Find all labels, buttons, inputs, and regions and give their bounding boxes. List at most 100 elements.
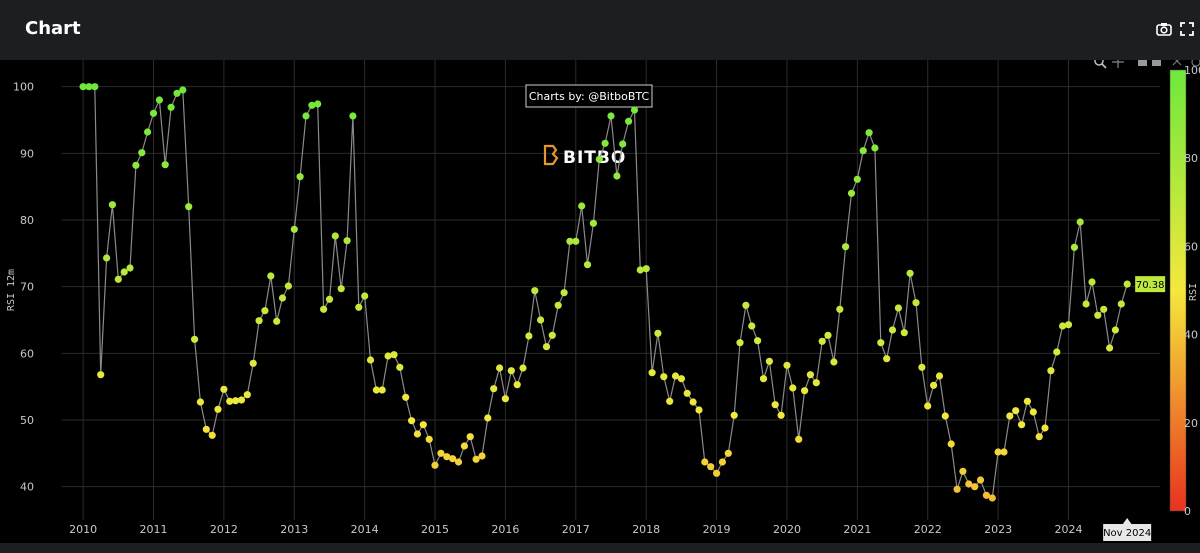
data-point[interactable] — [454, 458, 463, 466]
data-point[interactable] — [976, 476, 985, 484]
data-point[interactable] — [173, 89, 181, 97]
data-point[interactable] — [947, 440, 955, 448]
data-point[interactable] — [865, 129, 873, 137]
data-point[interactable] — [490, 385, 498, 393]
data-point[interactable] — [302, 112, 310, 120]
data-point[interactable] — [935, 372, 944, 380]
data-point[interactable] — [103, 254, 111, 262]
data-point[interactable] — [871, 144, 879, 152]
data-point[interactable] — [695, 406, 703, 414]
data-point[interactable] — [460, 442, 468, 450]
data-point[interactable] — [654, 329, 662, 337]
data-point[interactable] — [572, 237, 580, 245]
data-point[interactable] — [413, 430, 421, 438]
data-point[interactable] — [941, 412, 949, 420]
data-point[interactable] — [988, 494, 996, 502]
data-point[interactable] — [290, 225, 298, 233]
data-point[interactable] — [836, 305, 844, 313]
data-point[interactable] — [548, 331, 556, 339]
fullscreen-icon[interactable] — [1178, 20, 1196, 38]
data-point[interactable] — [185, 203, 193, 211]
data-point[interactable] — [795, 435, 803, 443]
data-point[interactable] — [888, 326, 897, 334]
data-point[interactable] — [660, 373, 668, 381]
data-point[interactable] — [924, 402, 932, 410]
data-point[interactable] — [366, 356, 375, 364]
data-point[interactable] — [472, 455, 480, 463]
data-point[interactable] — [437, 449, 445, 457]
data-point[interactable] — [208, 431, 216, 439]
data-point[interactable] — [971, 483, 979, 491]
data-point[interactable] — [671, 372, 680, 380]
data-point[interactable] — [431, 461, 439, 469]
data-point[interactable] — [408, 417, 416, 425]
data-point[interactable] — [196, 398, 204, 406]
data-point[interactable] — [818, 337, 826, 345]
data-point[interactable] — [883, 355, 891, 363]
camera-icon[interactable] — [1155, 20, 1173, 38]
data-point[interactable] — [331, 232, 339, 240]
chart-area[interactable]: Charts by: @BitboBTC BITBO 40 50 60 70 80 90 1… — [0, 60, 1200, 543]
data-point[interactable] — [1047, 367, 1055, 375]
data-point[interactable] — [1064, 321, 1073, 329]
data-point[interactable] — [314, 100, 322, 108]
data-point[interactable] — [525, 332, 533, 340]
data-point[interactable] — [630, 106, 639, 114]
data-point[interactable] — [965, 480, 973, 488]
data-point[interactable] — [578, 202, 586, 210]
data-point[interactable] — [718, 458, 727, 466]
data-point[interactable] — [906, 269, 914, 277]
data-point[interactable] — [249, 359, 257, 367]
data-point[interactable] — [583, 261, 592, 269]
data-point[interactable] — [361, 292, 369, 300]
data-point[interactable] — [701, 458, 709, 466]
data-point[interactable] — [325, 295, 334, 303]
data-point[interactable] — [730, 411, 738, 419]
data-point[interactable] — [126, 264, 134, 272]
data-point[interactable] — [1006, 412, 1014, 420]
data-point[interactable] — [894, 304, 903, 312]
data-point[interactable] — [1076, 218, 1084, 226]
data-point[interactable] — [255, 317, 263, 325]
zoom-out-icon[interactable] — [1152, 60, 1161, 66]
data-point[interactable] — [771, 401, 779, 409]
data-point[interactable] — [443, 453, 451, 461]
data-point[interactable] — [1082, 300, 1090, 308]
data-point[interactable] — [337, 285, 345, 293]
data-point[interactable] — [355, 303, 363, 311]
data-point[interactable] — [777, 411, 785, 419]
data-point[interactable] — [566, 237, 574, 245]
data-point[interactable] — [748, 322, 756, 330]
data-point[interactable] — [478, 452, 486, 460]
data-point[interactable] — [619, 140, 627, 148]
data-point[interactable] — [243, 391, 251, 399]
data-point[interactable] — [202, 425, 210, 433]
data-point[interactable] — [1018, 421, 1026, 429]
data-point[interactable] — [296, 173, 304, 181]
data-point[interactable] — [273, 317, 281, 325]
data-point[interactable] — [601, 139, 609, 147]
data-point[interactable] — [261, 307, 269, 315]
data-point[interactable] — [689, 398, 697, 406]
data-point[interactable] — [736, 339, 744, 347]
data-point[interactable] — [220, 385, 228, 393]
data-point[interactable] — [1100, 305, 1108, 313]
data-point[interactable] — [1029, 408, 1037, 416]
data-point[interactable] — [155, 96, 163, 104]
pan-icon[interactable] — [1112, 60, 1124, 68]
data-point[interactable] — [419, 421, 427, 429]
data-point[interactable] — [320, 305, 328, 313]
data-point[interactable] — [191, 335, 199, 343]
data-point[interactable] — [466, 433, 474, 441]
data-point[interactable] — [179, 86, 187, 94]
data-point[interactable] — [214, 405, 222, 413]
data-point[interactable] — [789, 384, 797, 392]
data-point[interactable] — [930, 381, 938, 389]
reset-icon[interactable] — [1191, 60, 1200, 67]
data-point[interactable] — [713, 469, 721, 477]
data-point[interactable] — [378, 386, 386, 394]
data-point[interactable] — [918, 363, 926, 371]
data-point[interactable] — [496, 364, 504, 372]
data-point[interactable] — [237, 396, 246, 404]
data-point[interactable] — [1106, 344, 1114, 352]
